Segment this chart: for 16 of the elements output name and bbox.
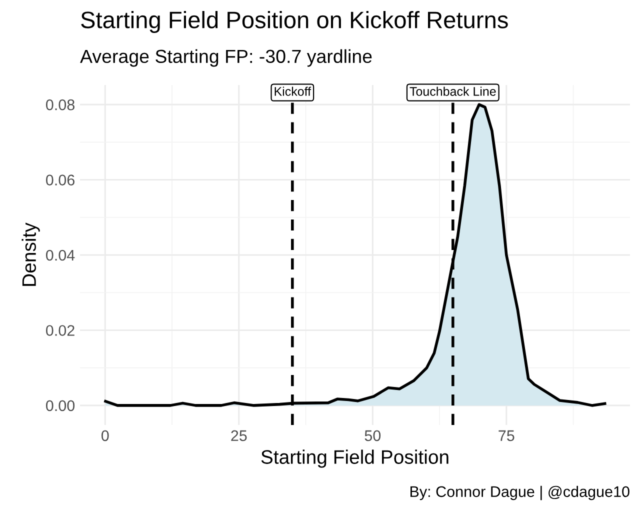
chart-subtitle: Average Starting FP: -30.7 yardline (80, 49, 372, 67)
y-tick-label: 0.06 (46, 174, 74, 186)
y-tick-label: 0.04 (46, 250, 75, 261)
x-axis-title: Starting Field Position (261, 450, 448, 468)
ref-line-label: Kickoff (274, 86, 312, 96)
x-tick-label: 0 (101, 430, 109, 442)
ref-line-label: Touchback Line (410, 86, 496, 96)
x-tick-label: 50 (364, 430, 381, 442)
x-tick-label: 75 (498, 430, 514, 442)
chart-title: Starting Field Position on Kickoff Returns (81, 10, 508, 34)
y-tick-label: 0.08 (46, 99, 74, 110)
y-tick-label: 0.00 (46, 400, 75, 412)
x-tick-label: 25 (231, 430, 247, 442)
text: By: Connor Dague | @cdague10 (410, 486, 630, 500)
y-tick-label: 0.02 (46, 325, 74, 336)
y-axis-title: Density (22, 222, 40, 286)
